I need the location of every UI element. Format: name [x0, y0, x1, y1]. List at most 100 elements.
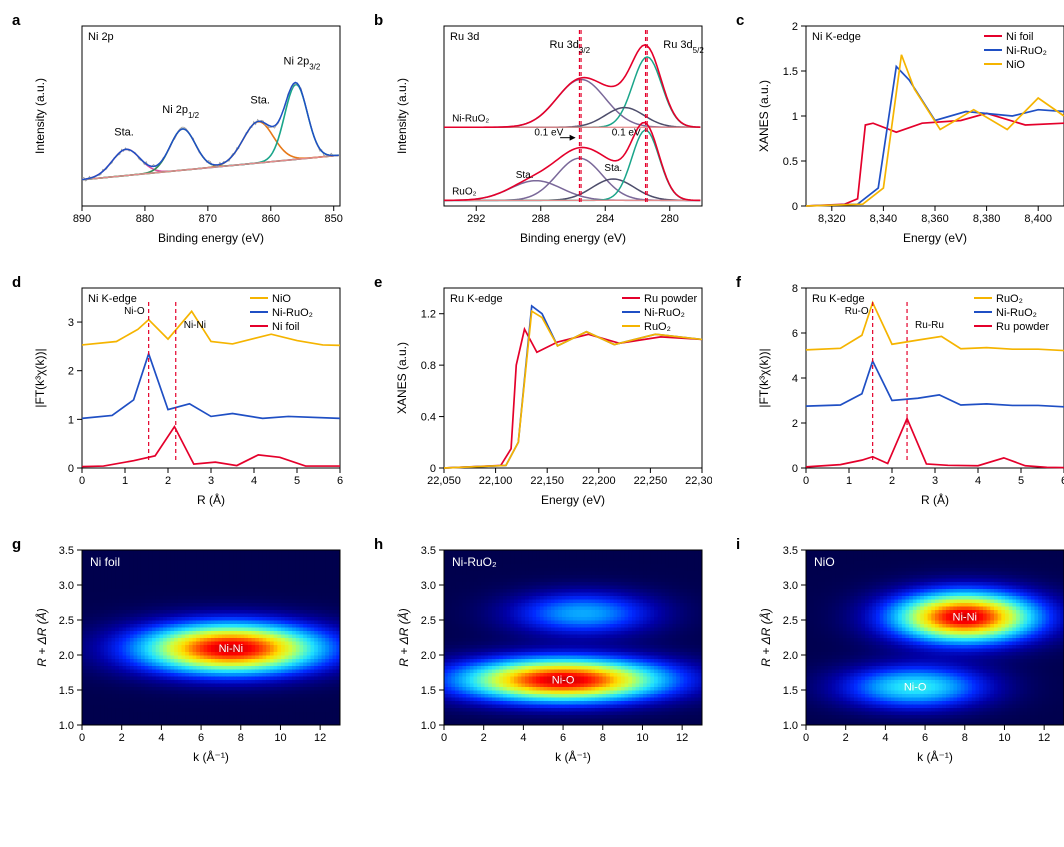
panel-label-c: c: [736, 12, 744, 29]
panel-label-d: d: [12, 274, 21, 291]
svg-text:0.1 eV: 0.1 eV: [612, 128, 641, 139]
svg-text:3.5: 3.5: [59, 545, 74, 557]
svg-text:0.4: 0.4: [421, 412, 436, 424]
svg-text:RuO₂: RuO₂: [452, 186, 477, 197]
panel-h: h0246810121.01.52.02.53.03.5k (Å⁻¹)R + Δ…: [374, 536, 712, 765]
svg-text:RuO₂: RuO₂: [996, 293, 1023, 305]
svg-text:1.5: 1.5: [783, 66, 798, 78]
svg-text:Ni 2p1/2: Ni 2p1/2: [162, 104, 199, 120]
svg-text:Ni-RuO₂: Ni-RuO₂: [272, 307, 313, 319]
svg-text:22,200: 22,200: [582, 475, 616, 487]
svg-text:Ru-O: Ru-O: [845, 306, 869, 317]
svg-text:0: 0: [792, 463, 798, 475]
svg-text:0: 0: [792, 201, 798, 213]
svg-text:4: 4: [158, 732, 164, 744]
svg-text:Sta.: Sta.: [114, 126, 134, 138]
panel-g: g0246810121.01.52.02.53.03.5k (Å⁻¹)R + Δ…: [12, 536, 350, 765]
svg-text:Ni 2p: Ni 2p: [88, 31, 114, 43]
svg-text:Ru powder: Ru powder: [644, 293, 698, 305]
svg-text:Ni K-edge: Ni K-edge: [812, 31, 861, 43]
svg-text:4: 4: [251, 475, 257, 487]
panel-f: f012345602468R (Å)|FT(k³χ(k))|Ru-ORu-RuR…: [736, 274, 1064, 508]
panel-label-a: a: [12, 12, 20, 29]
svg-text:0: 0: [803, 475, 809, 487]
svg-text:22,100: 22,100: [479, 475, 513, 487]
svg-text:280: 280: [661, 213, 679, 225]
svg-text:0: 0: [68, 463, 74, 475]
svg-text:1.2: 1.2: [421, 309, 436, 321]
svg-text:22,050: 22,050: [427, 475, 461, 487]
svg-text:R (Å): R (Å): [197, 492, 225, 507]
svg-text:Ru-Ru: Ru-Ru: [915, 320, 944, 331]
svg-text:Ru K-edge: Ru K-edge: [812, 293, 865, 305]
svg-text:R (Å): R (Å): [921, 492, 949, 507]
svg-text:850: 850: [325, 213, 343, 225]
panel-d: d01234560123R (Å)|FT(k³χ(k))|Ni-ONi-NiNi…: [12, 274, 350, 508]
panel-e: e 22,050 22,100 22,150 22,200 22,250 22,300 0 0.…: [374, 274, 712, 508]
svg-text:Ru 3d3/2: Ru 3d3/2: [550, 39, 591, 55]
panel-label-i: i: [736, 536, 740, 553]
svg-text:1.5: 1.5: [59, 685, 74, 697]
svg-text:10: 10: [274, 732, 286, 744]
svg-text:284: 284: [596, 213, 614, 225]
svg-text:|FT(k³χ(k))|: |FT(k³χ(k))|: [757, 348, 771, 407]
svg-text:1: 1: [122, 475, 128, 487]
svg-text:Ni foil: Ni foil: [272, 321, 300, 333]
svg-text:8: 8: [238, 732, 244, 744]
svg-text:Ni-O: Ni-O: [124, 306, 145, 317]
svg-text:|FT(k³χ(k))|: |FT(k³χ(k))|: [33, 348, 47, 407]
panel-label-e: e: [374, 274, 382, 291]
svg-text:RuO₂: RuO₂: [644, 321, 671, 333]
svg-text:Intensity (a.u.): Intensity (a.u.): [33, 78, 47, 154]
svg-text:4: 4: [975, 475, 981, 487]
panel-label-g: g: [12, 536, 21, 553]
svg-text:4: 4: [792, 373, 798, 385]
svg-text:2: 2: [68, 366, 74, 378]
panel-i: i0246810121.01.52.02.53.03.5k (Å⁻¹)R + Δ…: [736, 536, 1064, 765]
svg-text:3: 3: [208, 475, 214, 487]
svg-text:1.0: 1.0: [59, 720, 74, 732]
svg-text:3.0: 3.0: [59, 580, 74, 592]
svg-text:22,300: 22,300: [685, 475, 712, 487]
svg-text:890: 890: [73, 213, 91, 225]
svg-text:XANES (a.u.): XANES (a.u.): [395, 342, 409, 414]
svg-text:2.0: 2.0: [59, 650, 74, 662]
svg-text:8,340: 8,340: [870, 213, 898, 225]
svg-text:0.1 eV: 0.1 eV: [534, 128, 563, 139]
svg-text:2: 2: [792, 418, 798, 430]
svg-text:Ru 3d: Ru 3d: [450, 31, 479, 43]
svg-text:NiO: NiO: [272, 293, 291, 305]
svg-text:22,250: 22,250: [634, 475, 668, 487]
svg-text:6: 6: [198, 732, 204, 744]
svg-text:3: 3: [68, 317, 74, 329]
svg-text:288: 288: [532, 213, 550, 225]
svg-text:1: 1: [846, 475, 852, 487]
panel-c: c8,3208,3408,3608,3808,40000.511.52Energ…: [736, 12, 1064, 246]
svg-text:12: 12: [314, 732, 326, 744]
svg-text:0: 0: [79, 475, 85, 487]
svg-text:0.5: 0.5: [783, 156, 798, 168]
svg-text:3: 3: [932, 475, 938, 487]
panel-label-f: f: [736, 274, 741, 291]
svg-text:22,150: 22,150: [530, 475, 564, 487]
svg-text:Intensity (a.u.): Intensity (a.u.): [395, 78, 409, 154]
svg-text:k (Å⁻¹): k (Å⁻¹): [193, 749, 229, 764]
panel-b: b292288284280Binding energy (eV)Intensit…: [374, 12, 712, 246]
svg-text:Ni foil: Ni foil: [90, 555, 120, 569]
svg-text:6: 6: [337, 475, 343, 487]
svg-text:Energy (eV): Energy (eV): [541, 493, 605, 507]
svg-text:8,360: 8,360: [921, 213, 949, 225]
svg-text:8: 8: [792, 283, 798, 295]
svg-text:Binding energy (eV): Binding energy (eV): [158, 231, 264, 245]
svg-text:0: 0: [430, 463, 436, 475]
panel-label-h: h: [374, 536, 383, 553]
svg-text:860: 860: [262, 213, 280, 225]
svg-text:Ni K-edge: Ni K-edge: [88, 293, 137, 305]
svg-text:Ni-Ni: Ni-Ni: [219, 643, 243, 655]
panel-label-b: b: [374, 12, 383, 29]
svg-text:Energy (eV): Energy (eV): [903, 231, 967, 245]
svg-text:Ni-RuO₂: Ni-RuO₂: [644, 307, 685, 319]
figure-grid: a890880870860850Binding energy (eV)Inten…: [12, 12, 1052, 765]
svg-text:1: 1: [792, 111, 798, 123]
svg-text:NiO: NiO: [1006, 59, 1025, 71]
